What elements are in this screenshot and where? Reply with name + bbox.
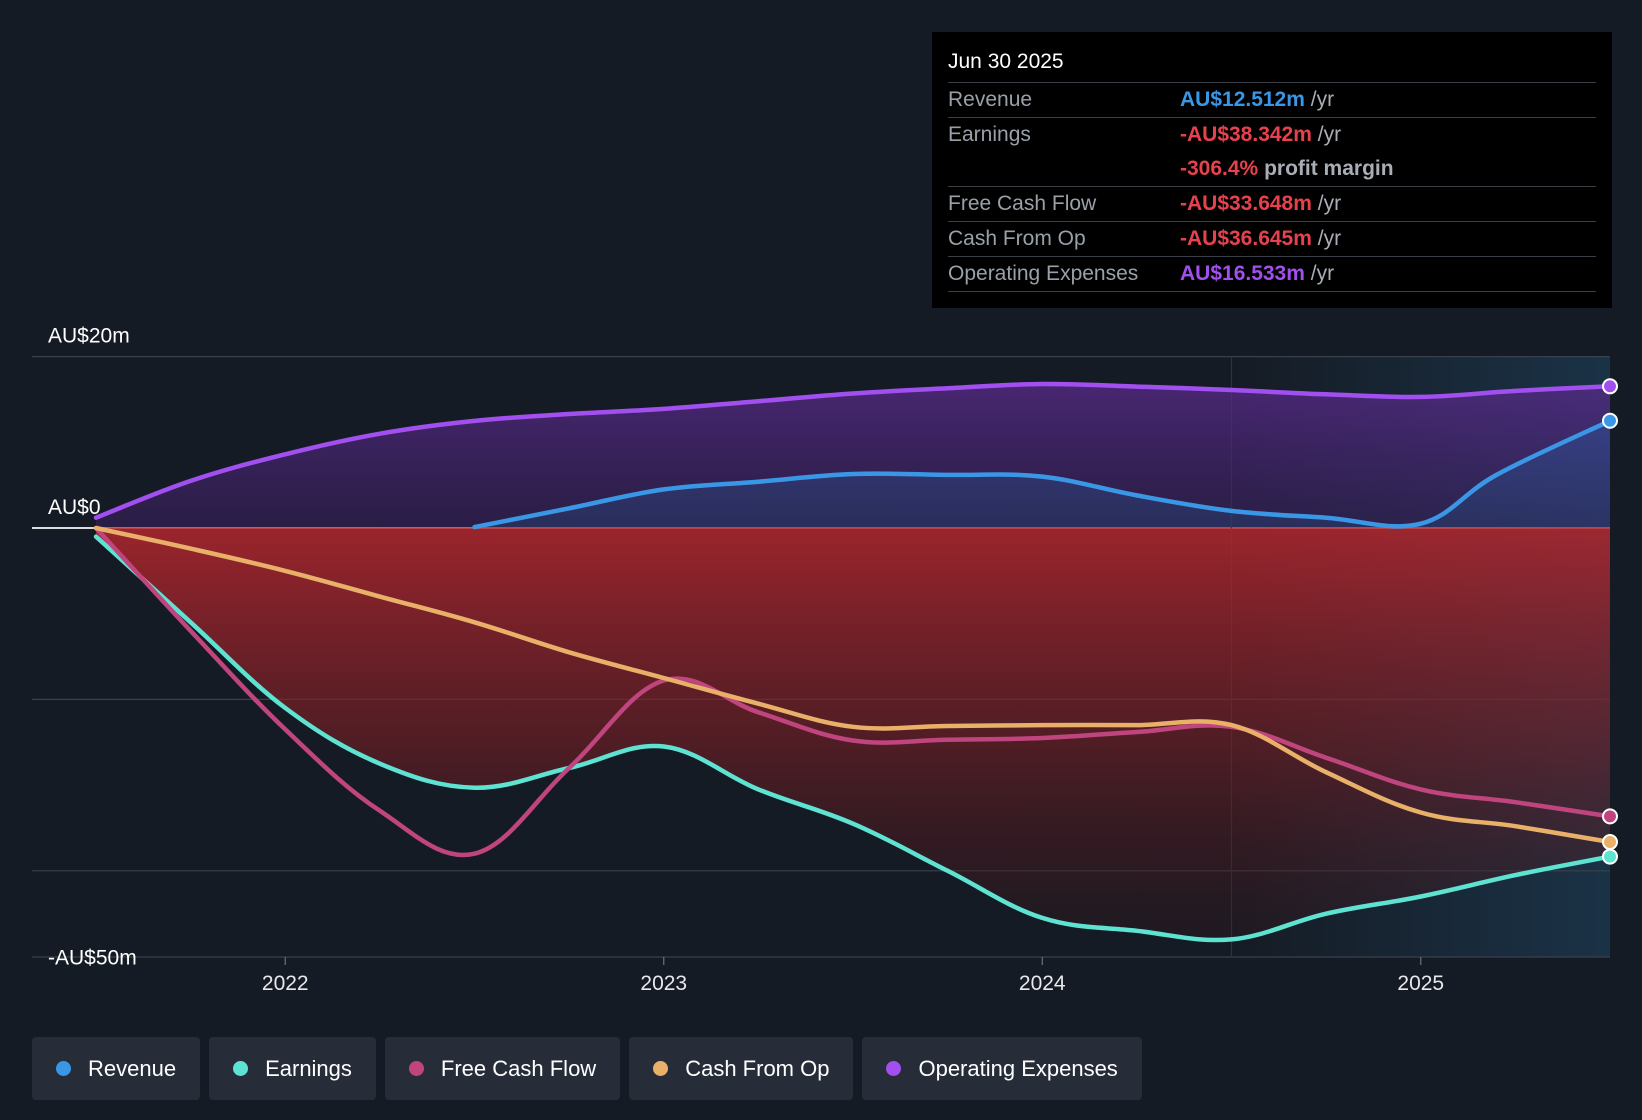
free-cash-flow-dot-icon	[408, 1061, 424, 1076]
tooltip-label: Revenue	[948, 88, 1033, 111]
tooltip-value: -AU$33.648m	[1180, 192, 1312, 215]
operating-expenses-dot-icon	[886, 1061, 902, 1076]
y-axis-label: AU$20m	[48, 325, 130, 348]
tooltip-unit: profit margin	[1264, 157, 1394, 180]
tooltip-row-opex: Operating Expenses AU$16.533m /yr	[948, 257, 1596, 292]
opex-area	[96, 383, 1610, 528]
tooltip-value: -AU$36.645m	[1180, 227, 1312, 250]
legend-item-operating-expenses[interactable]: Operating Expenses	[862, 1037, 1142, 1100]
cfo-line	[93, 525, 1613, 845]
tooltip-row-earnings: Earnings -AU$38.342m /yr	[948, 118, 1596, 152]
x-axis-label: 2025	[1397, 972, 1444, 995]
tooltip-value: -AU$38.342m	[1180, 123, 1312, 146]
tooltip-panel: Jun 30 2025 Revenue AU$12.512m /yr Earni…	[932, 32, 1612, 308]
tooltip-row-cfo: Cash From Op -AU$36.645m /yr	[948, 222, 1596, 257]
tooltip-label: Operating Expenses	[948, 262, 1139, 285]
legend-label: Free Cash Flow	[440, 1055, 597, 1081]
legend-label: Earnings	[265, 1055, 352, 1081]
revenue-dot-icon	[56, 1061, 71, 1076]
x-axis-label: 2023	[640, 972, 687, 995]
earnings-dot-icon	[233, 1061, 249, 1076]
earnings-end-marker[interactable]	[1602, 848, 1618, 865]
legend-item-revenue[interactable]: Revenue	[32, 1037, 201, 1100]
tooltip-unit: /yr	[1310, 262, 1335, 285]
opex-line	[93, 381, 1613, 520]
tooltip-value: AU$16.533m	[1180, 262, 1305, 285]
legend-label: Operating Expenses	[918, 1055, 1118, 1081]
x-axis-label: 2024	[1019, 972, 1066, 995]
tooltip-value: -306.4%	[1180, 157, 1259, 180]
tooltip-unit: /yr	[1317, 227, 1342, 250]
legend-item-free-cash-flow[interactable]: Free Cash Flow	[384, 1037, 621, 1100]
legend-label: Revenue	[88, 1055, 177, 1081]
cash-from-op-dot-icon	[653, 1061, 669, 1076]
fcf-line	[93, 525, 1613, 858]
tooltip-unit: /yr	[1310, 88, 1335, 111]
revenue-end-marker[interactable]	[1602, 412, 1618, 429]
opex-end-marker[interactable]	[1602, 378, 1618, 395]
y-axis-label: -AU$50m	[48, 947, 137, 970]
y-axis-label: AU$0	[48, 496, 101, 519]
tooltip-value: AU$12.512m	[1180, 88, 1305, 111]
tooltip-date: Jun 30 2025	[948, 46, 1596, 83]
legend-item-cash-from-op[interactable]: Cash From Op	[629, 1037, 854, 1100]
tooltip-row-fcf: Free Cash Flow -AU$33.648m /yr	[948, 187, 1596, 222]
tooltip-row-margin: -306.4% profit margin	[948, 152, 1596, 187]
tooltip-label: Earnings	[948, 123, 1031, 146]
earnings-area	[96, 528, 1610, 941]
tooltip-label: Free Cash Flow	[948, 192, 1097, 215]
tooltip-row-revenue: Revenue AU$12.512m /yr	[948, 83, 1596, 118]
tooltip-unit: /yr	[1317, 192, 1342, 215]
tooltip-unit: /yr	[1317, 123, 1342, 146]
legend-item-earnings[interactable]: Earnings	[209, 1037, 376, 1100]
earnings-line	[93, 534, 1613, 943]
legend: Revenue Earnings Free Cash Flow Cash Fro…	[32, 1037, 1151, 1100]
cfo-end-marker[interactable]	[1602, 834, 1618, 851]
revenue-line	[472, 418, 1613, 530]
legend-label: Cash From Op	[685, 1055, 830, 1081]
x-axis-label: 2022	[262, 972, 309, 995]
revenue-area	[474, 420, 1610, 528]
tooltip-label: Cash From Op	[948, 227, 1086, 250]
fcf-end-marker[interactable]	[1602, 808, 1618, 825]
